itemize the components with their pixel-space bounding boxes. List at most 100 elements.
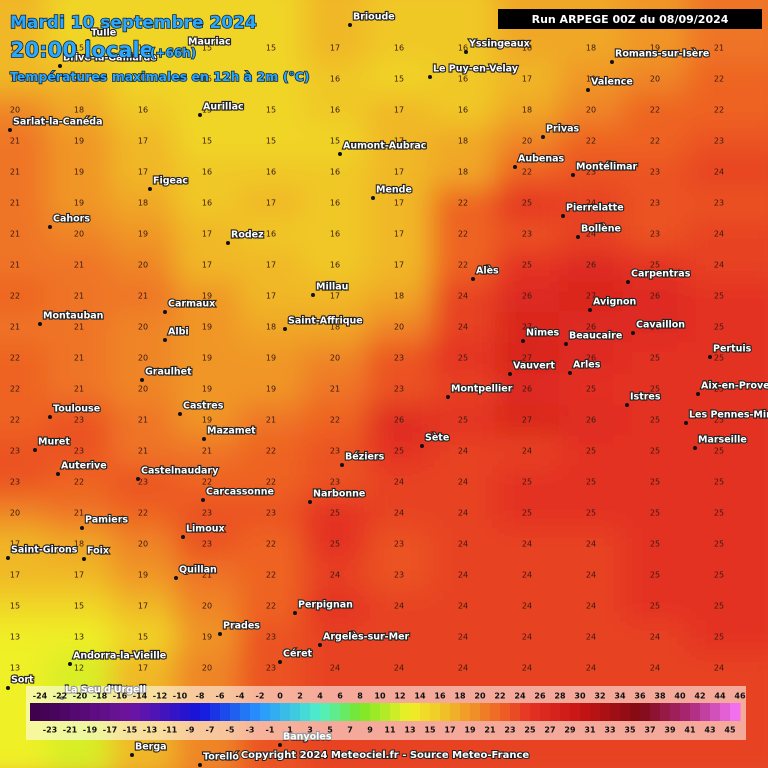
city-label: Mazamet — [207, 426, 256, 437]
temp-value: 17 — [74, 571, 84, 580]
temp-value: 16 — [394, 44, 404, 53]
city-label: Bollène — [581, 224, 621, 235]
temp-cell — [303, 404, 367, 436]
temp-cell — [303, 94, 367, 126]
temp-cell — [367, 280, 431, 312]
city-dot — [464, 50, 468, 54]
temp-cell — [239, 280, 303, 312]
temp-cell — [431, 218, 495, 250]
temp-value: 18 — [394, 292, 404, 301]
temp-cell — [175, 528, 239, 560]
temp-cell — [303, 590, 367, 622]
colorbar-cell — [260, 703, 271, 721]
temp-cell — [303, 187, 367, 219]
temp-value: 24 — [458, 664, 468, 673]
colorbar-cell — [630, 703, 641, 721]
city-dot — [513, 165, 517, 169]
city-dot — [428, 75, 432, 79]
temp-value: 22 — [266, 540, 276, 549]
legend-label: 5 — [327, 726, 333, 735]
temp-value: 25 — [714, 416, 724, 425]
colorbar-cell — [480, 703, 491, 721]
temp-value: 23 — [10, 447, 20, 456]
temp-value: 25 — [650, 354, 660, 363]
temp-value: 21 — [74, 385, 84, 394]
temp-value: 23 — [394, 540, 404, 549]
legend-label: 46 — [734, 692, 746, 701]
temp-value: 16 — [330, 230, 340, 239]
temp-cell — [0, 311, 47, 343]
temp-cell — [687, 435, 768, 467]
colorbar-cell — [420, 703, 431, 721]
city-dot — [625, 403, 629, 407]
temp-cell — [687, 125, 768, 157]
temp-value: 21 — [10, 230, 20, 239]
legend-label: 29 — [564, 726, 576, 735]
temp-value: 15 — [330, 137, 340, 146]
city-label: Carpentras — [631, 269, 691, 280]
temp-value: 24 — [458, 478, 468, 487]
city-label: Brioude — [353, 12, 395, 23]
temp-value: 24 — [394, 478, 404, 487]
temp-value: 24 — [586, 540, 596, 549]
temp-value: 19 — [138, 571, 148, 580]
temp-cell — [687, 621, 768, 653]
temp-value: 23 — [138, 478, 148, 487]
temp-value: 16 — [330, 168, 340, 177]
temp-cell — [559, 156, 623, 188]
temp-value: 22 — [266, 602, 276, 611]
temp-cell — [623, 156, 687, 188]
colorbar-cell — [460, 703, 471, 721]
temp-cell — [239, 311, 303, 343]
temp-value: 23 — [202, 540, 212, 549]
temp-value: 18 — [522, 44, 532, 53]
legend-label: 20 — [474, 692, 486, 701]
temp-cell — [239, 528, 303, 560]
temp-cell — [623, 249, 687, 281]
colorbar-cell — [170, 703, 181, 721]
temp-value: 20 — [138, 261, 148, 270]
city-dot — [708, 355, 712, 359]
temp-cell — [623, 373, 687, 405]
temp-cell — [623, 280, 687, 312]
temp-value: 27 — [522, 323, 532, 332]
temp-value: 22 — [138, 509, 148, 518]
temp-value: 25 — [650, 571, 660, 580]
temp-value: 24 — [522, 571, 532, 580]
date: Mardi 10 septembre 2024 — [10, 13, 257, 33]
temp-value: 24 — [394, 602, 404, 611]
temp-value: 21 — [10, 323, 20, 332]
temp-cell — [0, 125, 47, 157]
city-label: Aubenas — [518, 154, 565, 165]
temp-value: 24 — [650, 633, 660, 642]
legend-label: 34 — [614, 692, 626, 701]
temp-cell — [495, 125, 559, 157]
temp-value: 19 — [202, 416, 212, 425]
temp-value: 13 — [10, 664, 20, 673]
temp-value: 25 — [714, 509, 724, 518]
city-label: Céret — [283, 649, 313, 660]
temp-value: 17 — [394, 261, 404, 270]
temp-value: 19 — [202, 323, 212, 332]
temp-value: 20 — [522, 137, 532, 146]
temp-cell — [175, 466, 239, 498]
colorbar-cell — [80, 703, 91, 721]
temp-cell — [0, 404, 47, 436]
city-label: Yssingeaux — [468, 39, 530, 50]
temp-cell — [303, 218, 367, 250]
temp-value: 18 — [522, 106, 532, 115]
temp-value: 23 — [394, 354, 404, 363]
temp-value: 25 — [650, 385, 660, 394]
temp-cell — [111, 590, 175, 622]
city-label: Perpignan — [298, 600, 353, 611]
temp-value: 23 — [266, 633, 276, 642]
temp-value: 18 — [458, 137, 468, 146]
temp-value: 20 — [10, 509, 20, 518]
city-label: Alès — [476, 266, 499, 277]
temp-value: 17 — [202, 261, 212, 270]
temp-value: 21 — [138, 292, 148, 301]
temp-cell — [47, 621, 111, 653]
temp-cell — [431, 559, 495, 591]
colorbar-cell — [690, 703, 701, 721]
temp-cell — [239, 435, 303, 467]
